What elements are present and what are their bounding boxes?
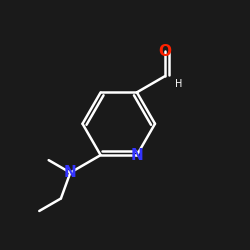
Text: N: N — [64, 165, 77, 180]
Text: N: N — [130, 148, 143, 163]
Text: H: H — [175, 78, 182, 88]
Text: O: O — [158, 44, 172, 59]
